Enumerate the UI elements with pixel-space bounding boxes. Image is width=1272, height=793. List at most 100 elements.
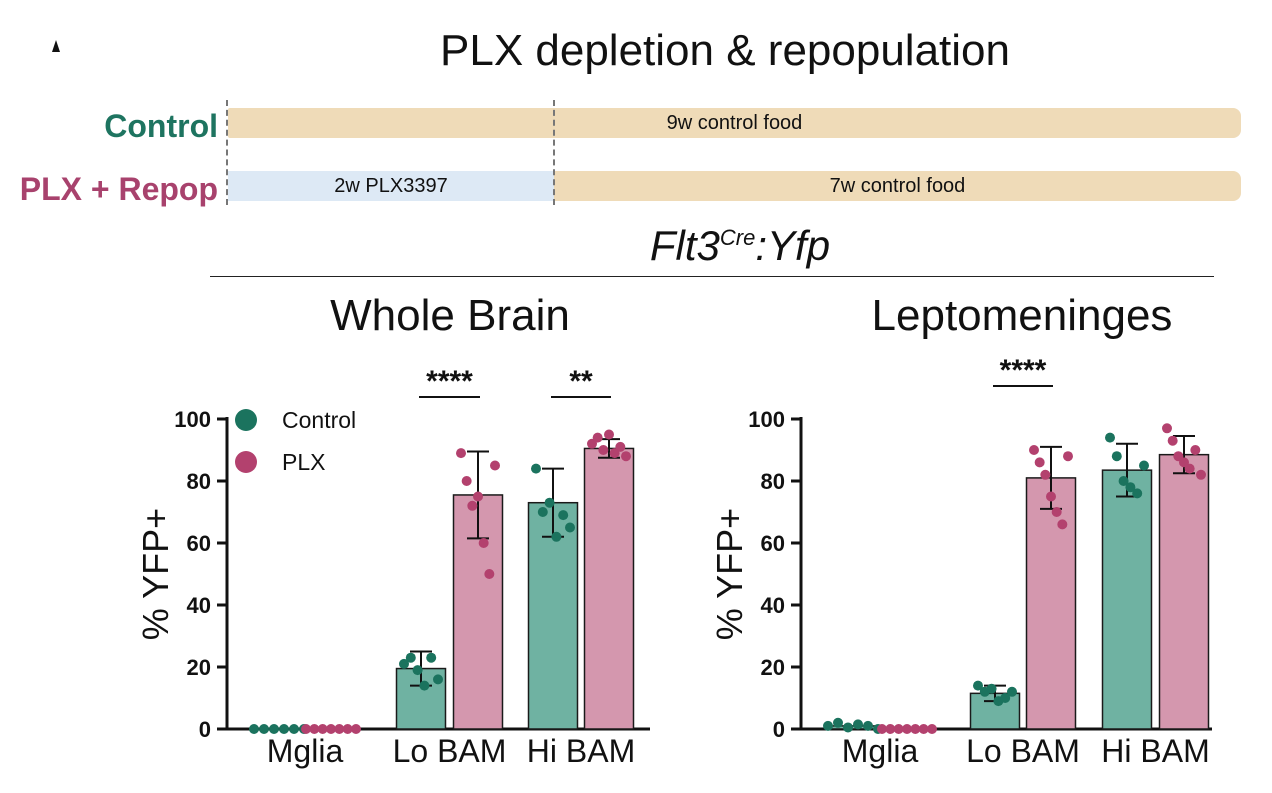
legend-marker-control — [235, 409, 257, 431]
whole-brain-data-point-plx — [342, 724, 353, 734]
leptomeninges-y-tick-label: 20 — [761, 655, 785, 680]
leptomeninges-category-label: Lo BAM — [966, 733, 1080, 769]
leptomeninges-bar-plx — [1025, 477, 1077, 730]
leptomeninges-data-point-plx — [1184, 463, 1195, 474]
whole-brain-data-point-plx — [592, 432, 603, 443]
whole-brain-y-tick-label: 0 — [199, 717, 211, 742]
whole-brain-bar-plx — [583, 447, 635, 730]
whole-brain-data-point-plx — [484, 569, 495, 579]
whole-brain-y-tick-label: 60 — [187, 531, 211, 556]
genotype-main: Flt3 — [649, 222, 720, 269]
leptomeninges-data-point-control — [843, 722, 853, 733]
leptomeninges-y-tick-label: 40 — [761, 593, 785, 618]
genotype-suffix: :Yfp — [755, 222, 831, 269]
leptomeninges-data-point-control — [1105, 432, 1115, 443]
leptomeninges-data-point-control — [1125, 482, 1136, 493]
leptomeninges-significance-label: **** — [1000, 354, 1047, 387]
legend-label-control: Control — [282, 407, 356, 433]
whole-brain-significance-label: **** — [426, 365, 473, 398]
leptomeninges-data-point-plx — [1162, 423, 1172, 434]
whole-brain-data-point-plx — [621, 451, 631, 462]
figure-title: PLX depletion & repopulation — [440, 26, 1010, 75]
leptomeninges-y-axis-label: % YFP+ — [709, 508, 750, 640]
leptomeninges-data-point-plx — [877, 724, 887, 734]
leptomeninges-data-point-plx — [902, 724, 912, 734]
whole-brain-data-point-plx — [490, 460, 500, 471]
whole-brain-data-point-plx — [461, 476, 472, 486]
leptomeninges-data-point-control — [1000, 693, 1011, 703]
plx-treatment-bar-label: 2w PLX3397 — [334, 174, 448, 197]
control-food-bar: 9w control food — [228, 108, 1241, 138]
leptomeninges-data-point-plx — [893, 724, 904, 734]
whole-brain-data-point-plx — [334, 724, 345, 734]
whole-brain-data-point-control — [531, 463, 541, 474]
whole-brain-data-point-control — [426, 652, 437, 663]
whole-brain-data-point-control — [433, 674, 443, 685]
legend-marker-plx — [235, 451, 257, 473]
plx-treatment-bar: 2w PLX3397 — [228, 171, 554, 201]
leptomeninges-category-label: Mglia — [842, 733, 919, 769]
leptomeninges-data-point-control — [863, 720, 873, 731]
leptomeninges-y-tick-label: 80 — [761, 469, 785, 494]
genotype-label: Flt3Cre:Yfp — [0, 222, 1272, 270]
timeline-start-divider — [226, 100, 228, 205]
whole-brain-data-point-plx — [326, 724, 336, 734]
leptomeninges-data-point-control — [833, 717, 843, 728]
whole-brain-significance-label: ** — [569, 365, 593, 398]
whole-brain-data-point-plx — [473, 491, 483, 502]
timeline-plx-label: PLX + Repop — [19, 171, 218, 207]
whole-brain-data-point-control — [537, 507, 548, 517]
whole-brain-data-point-plx — [615, 441, 626, 452]
whole-brain-category-label: Mglia — [267, 733, 344, 769]
whole-brain-y-tick-label: 80 — [187, 469, 211, 494]
whole-brain-data-point-plx — [604, 429, 614, 440]
leptomeninges-data-point-plx — [1034, 457, 1045, 468]
whole-brain-category-label: Lo BAM — [393, 733, 507, 769]
leptomeninges-data-point-plx — [1196, 469, 1206, 480]
whole-brain-data-point-plx — [351, 724, 361, 734]
leptomeninges-data-point-control — [986, 683, 997, 694]
whole-brain-data-point-plx — [467, 500, 478, 511]
whole-brain-data-point-control — [279, 724, 289, 734]
timeline-week2-divider — [553, 100, 555, 205]
leptomeninges-data-point-plx — [1057, 519, 1068, 530]
leptomeninges-data-point-plx — [1029, 445, 1039, 455]
whole-brain-data-point-plx — [478, 538, 489, 548]
leptomeninges-data-point-control — [973, 680, 983, 691]
whole-brain-data-point-control — [259, 724, 269, 734]
whole-brain-data-point-control — [558, 510, 569, 521]
whole-brain-data-point-control — [551, 531, 562, 542]
whole-brain-data-point-control — [405, 652, 416, 663]
genotype-underline — [210, 276, 1214, 277]
whole-brain-data-point-plx — [309, 724, 320, 734]
leptomeninges-data-point-control — [1139, 460, 1149, 471]
leptomeninges-title: Leptomeninges — [872, 291, 1173, 340]
leptomeninges-data-point-plx — [927, 724, 937, 734]
whole-brain-data-point-control — [289, 724, 299, 734]
whole-brain-y-tick-label: 100 — [174, 407, 211, 432]
leptomeninges-data-point-plx — [1040, 469, 1051, 480]
whole-brain-title: Whole Brain — [330, 291, 570, 340]
whole-brain-y-tick-label: 20 — [187, 655, 211, 680]
whole-brain-data-point-plx — [301, 724, 311, 734]
leptomeninges-data-point-control — [823, 720, 833, 731]
leptomeninges-data-point-control — [1132, 488, 1143, 499]
corner-mark — [52, 40, 60, 52]
leptomeninges-data-point-plx — [918, 724, 929, 734]
whole-brain-data-point-control — [249, 724, 259, 734]
leptomeninges-y-tick-label: 100 — [748, 407, 785, 432]
leptomeninges-data-point-control — [1118, 476, 1129, 486]
control-food-bar-label: 9w control food — [666, 111, 803, 134]
whole-brain-y-axis-label: % YFP+ — [135, 508, 176, 640]
leptomeninges-data-point-control — [853, 719, 863, 730]
genotype-sup: Cre — [719, 225, 756, 250]
leptomeninges-data-point-plx — [1046, 491, 1056, 502]
whole-brain-data-point-plx — [317, 724, 328, 734]
repop-food-bar-label: 7w control food — [829, 174, 966, 197]
whole-brain-data-point-plx — [456, 448, 466, 459]
leptomeninges-y-tick-label: 60 — [761, 531, 785, 556]
leptomeninges-bar-control — [1101, 469, 1153, 730]
timeline-control-label: Control — [104, 108, 218, 144]
leptomeninges-data-point-control — [1007, 686, 1017, 697]
leptomeninges-data-point-plx — [1190, 445, 1201, 455]
